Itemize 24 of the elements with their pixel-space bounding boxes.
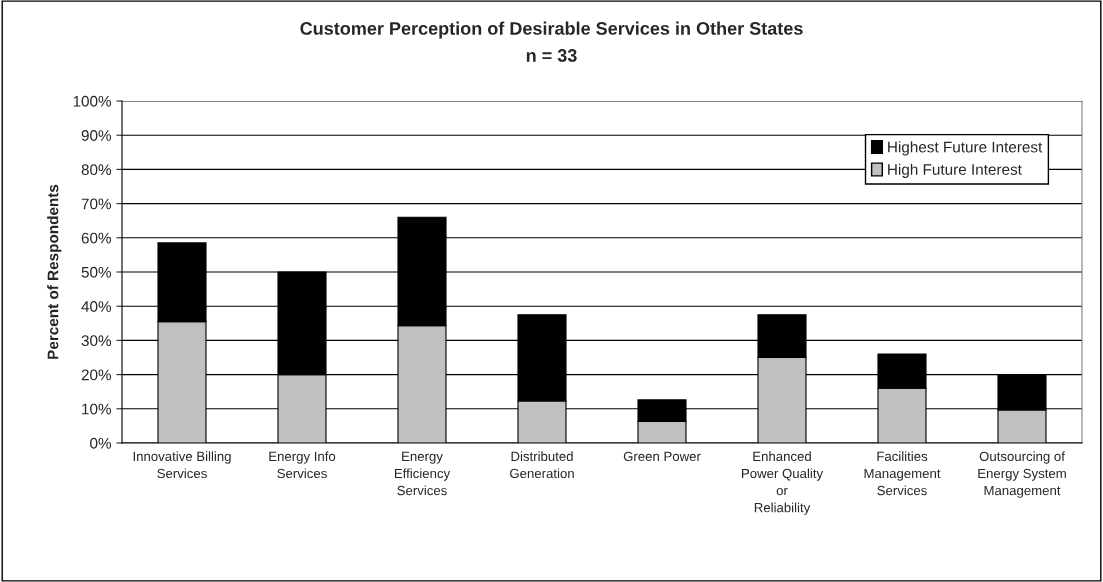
y-tick-label: 80% xyxy=(81,164,112,176)
x-tick-label: Energy Info Services xyxy=(269,451,336,479)
y-tick-label: 90% xyxy=(81,130,112,141)
y-tick-label: 10% xyxy=(82,403,112,415)
legend-label: High Future Interest xyxy=(888,163,1022,178)
chart-subtitle: n = 33 xyxy=(526,49,577,62)
y-tick-label: 40% xyxy=(81,301,112,312)
x-tick-label: Energy Efficiency Services xyxy=(394,451,451,496)
x-tick-label: Outsourcing of Energy System Management xyxy=(978,451,1066,498)
y-tick-label: 20% xyxy=(81,369,112,381)
y-axis-title: Percent of Respondents xyxy=(47,184,62,359)
y-tick-label: 100% xyxy=(73,95,112,107)
x-tick-label: Innovative Billing Services xyxy=(133,451,231,479)
y-tick-label: 70% xyxy=(81,198,112,210)
y-tick-label: 0% xyxy=(90,437,112,449)
x-tick-label: Enhanced Power Quality or Reliability xyxy=(742,451,824,515)
y-tick-label: 60% xyxy=(81,232,112,244)
x-tick-label: Distributed Generation xyxy=(510,451,574,479)
chart-title: Customer Perception of Desirable Services in Other States xyxy=(300,21,803,39)
x-tick-label: Facilities Management Services xyxy=(864,451,941,496)
x-tick-label: Green Power xyxy=(623,451,701,462)
y-tick-label: 50% xyxy=(81,266,112,278)
y-tick-label: 30% xyxy=(81,335,112,347)
legend-label: Highest Future Interest xyxy=(888,141,1043,156)
